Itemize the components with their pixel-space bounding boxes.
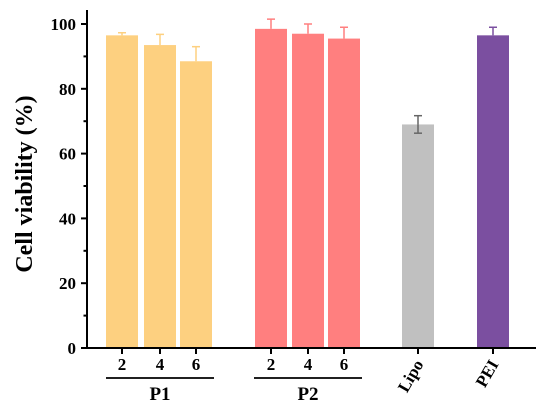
x-tick-label: 6 <box>192 355 201 374</box>
bar <box>402 124 434 348</box>
x-tick-label: 6 <box>340 355 349 374</box>
x-tick-label: 2 <box>118 355 127 374</box>
bar <box>477 35 509 349</box>
group-label: P2 <box>297 384 318 405</box>
bar <box>328 38 360 348</box>
y-tick-label: 60 <box>59 145 76 164</box>
x-tick-label: Lipo <box>394 357 427 396</box>
x-tick-label: 4 <box>304 355 313 374</box>
y-axis-title: Cell viability (%) <box>12 95 38 272</box>
bar <box>255 28 287 349</box>
y-tick-label: 0 <box>68 339 77 358</box>
x-tick-label: PEI <box>472 356 503 390</box>
group-label: P1 <box>149 384 170 405</box>
y-tick-label: 40 <box>59 209 76 228</box>
bar <box>292 33 324 348</box>
bar <box>106 35 138 349</box>
bar <box>180 61 212 348</box>
x-tick-label: 2 <box>267 355 276 374</box>
x-tick-label: 4 <box>156 355 165 374</box>
y-tick-label: 100 <box>51 15 77 34</box>
y-tick-label: 20 <box>59 274 76 293</box>
bar <box>144 45 176 349</box>
y-tick-label: 80 <box>59 80 76 99</box>
